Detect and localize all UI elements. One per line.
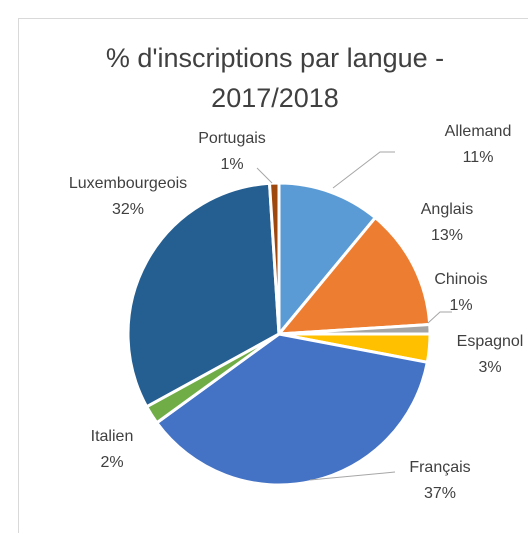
value-label: 13% <box>431 227 463 244</box>
chart-title: % d'inscriptions par langue - 2017/2018 <box>105 43 445 113</box>
value-label: 2% <box>100 454 123 471</box>
value-label: 37% <box>424 485 456 502</box>
category-label: Italien <box>91 428 134 445</box>
leader-line <box>309 471 396 481</box>
category-label: Anglais <box>421 201 473 218</box>
leader-line <box>332 151 395 189</box>
value-label: 11% <box>463 149 494 166</box>
pie-slice <box>126 181 281 409</box>
category-label: Chinois <box>434 271 487 288</box>
category-label: Portugais <box>198 130 266 147</box>
data-labels: Allemand 11% Anglais 13% Chinois 1% Espagnol 3%… <box>69 123 524 502</box>
pie-slice <box>155 332 429 487</box>
leader-line <box>256 167 273 184</box>
value-label: 1% <box>449 297 472 314</box>
category-label: Français <box>409 459 470 476</box>
pie-slice <box>277 181 377 336</box>
value-label: 3% <box>478 359 501 376</box>
category-label: Allemand <box>445 123 512 140</box>
value-label: 32% <box>112 201 144 218</box>
category-label: Espagnol <box>457 333 524 350</box>
leader-line <box>427 311 452 324</box>
chart-frame <box>18 18 528 533</box>
pie <box>126 181 432 487</box>
value-label: 1% <box>220 156 243 173</box>
category-label: Luxembourgeois <box>69 175 187 192</box>
pie-slice <box>277 216 432 336</box>
pie-slice <box>268 181 281 336</box>
